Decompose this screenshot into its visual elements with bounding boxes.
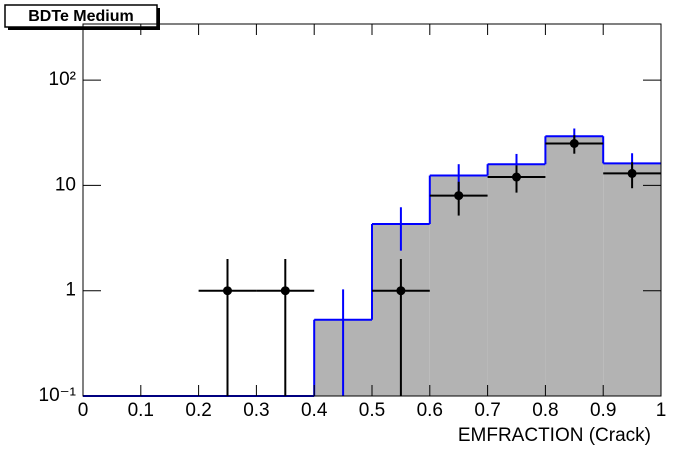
y-tick-label: 10² [49,69,76,90]
mc-bar [545,136,604,396]
data-point [454,191,464,201]
x-tick-label: 0.6 [417,400,443,421]
x-tick-label: 0.7 [474,400,500,421]
x-axis-label: EMFRACTION (Crack) [458,425,651,446]
mc-bar [603,163,661,396]
x-tick-label: 0.5 [359,400,385,421]
x-tick-label: 0.3 [243,400,269,421]
x-tick-label: 0 [78,400,89,421]
data-point [396,286,406,296]
title-box [4,4,158,28]
x-tick-label: 0.4 [301,400,328,421]
chart-title: BDTe Medium [28,8,133,25]
plot-area [83,128,661,397]
y-tick-label: 10⁻¹ [39,385,77,406]
data-point [280,286,290,296]
x-tick-label: 0.1 [128,400,154,421]
data-point [512,172,521,182]
x-tick-label: 0.9 [590,400,616,421]
x-tick-label: 1 [656,400,667,421]
data-point [569,138,579,148]
x-tick-label: 0.8 [532,400,558,421]
y-tick-label: 10 [55,174,76,195]
y-tick-label: 1 [65,280,76,301]
data-point [223,286,232,296]
mc-bar [487,164,546,396]
data-point [627,168,637,178]
x-tick-label: 0.2 [185,400,211,421]
